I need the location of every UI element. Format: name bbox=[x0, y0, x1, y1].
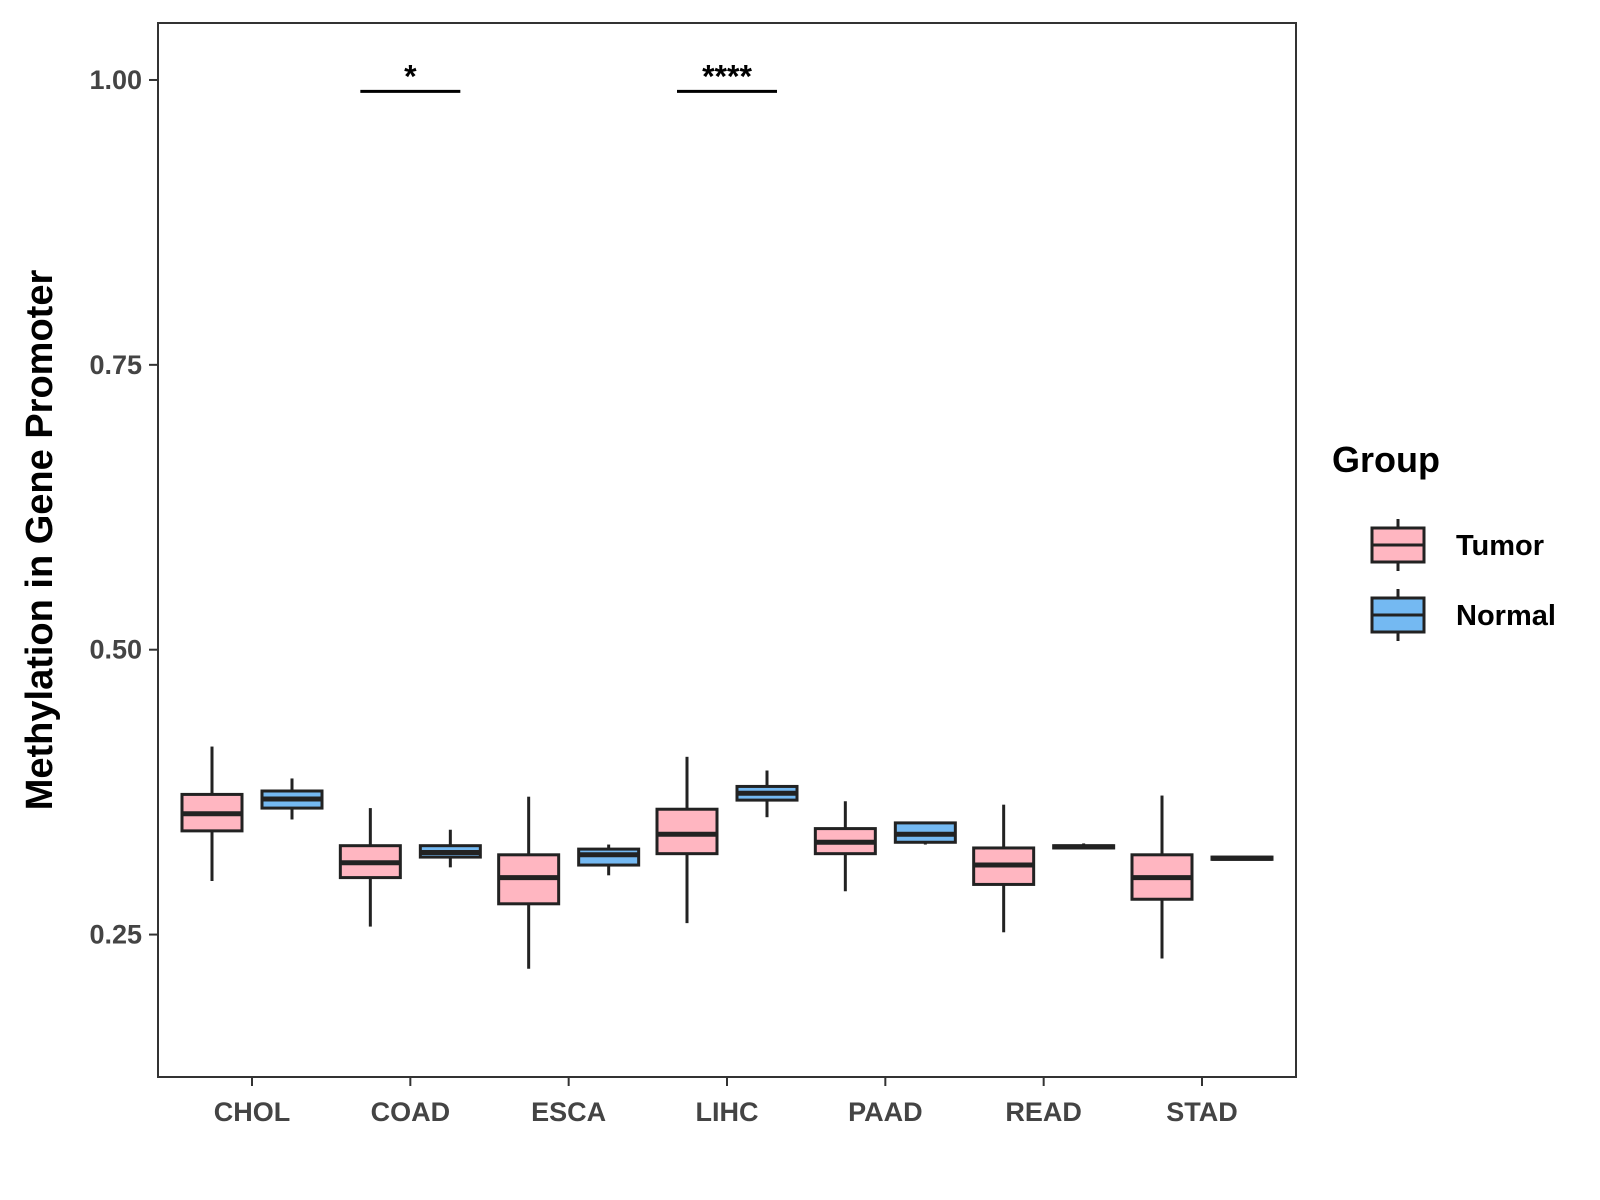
box-normal-chol bbox=[260, 778, 324, 820]
box-normal-paad bbox=[893, 821, 957, 845]
legend-item-tumor: Tumor bbox=[1370, 519, 1544, 571]
box-tumor-paad bbox=[813, 801, 877, 892]
box-tumor-coad bbox=[338, 808, 402, 927]
significance-label: * bbox=[404, 58, 417, 94]
panel-border bbox=[157, 22, 1297, 1078]
x-tick-label: PAAD bbox=[848, 1097, 923, 1127]
legend-title: Group bbox=[1332, 439, 1440, 480]
x-tick-label: CHOL bbox=[214, 1097, 291, 1127]
legend: Group Tumor Normal bbox=[1332, 439, 1556, 641]
legend-item-normal: Normal bbox=[1370, 589, 1556, 641]
y-tick-label: 0.75 bbox=[89, 350, 142, 380]
y-axis-title: Methylation in Gene Promoter bbox=[19, 270, 61, 811]
box-tumor-esca bbox=[497, 796, 561, 969]
x-tick-label: COAD bbox=[371, 1097, 451, 1127]
box-tumor-stad bbox=[1130, 795, 1194, 959]
plot-area: 0.25 0.50 0.75 1.00 CHOL COAD ESCA LIHC PAAD READ… bbox=[89, 22, 1297, 1127]
box-tumor-chol bbox=[180, 746, 244, 882]
box-normal-esca bbox=[577, 844, 641, 876]
box-normal-coad bbox=[418, 829, 482, 868]
y-tick-label: 1.00 bbox=[89, 65, 142, 95]
legend-label: Normal bbox=[1456, 600, 1556, 632]
box-tumor-lihc bbox=[655, 756, 719, 924]
x-tick-label: STAD bbox=[1166, 1097, 1238, 1127]
x-tick-label: LIHC bbox=[696, 1097, 759, 1127]
box-normal-stad bbox=[1210, 855, 1274, 861]
x-tick-label: ESCA bbox=[531, 1097, 606, 1127]
box-normal-read bbox=[1052, 843, 1116, 850]
legend-label: Tumor bbox=[1456, 530, 1544, 562]
box-tumor-read bbox=[972, 804, 1036, 933]
box-body bbox=[655, 807, 719, 856]
significance-label: **** bbox=[702, 58, 752, 94]
box-normal-lihc bbox=[735, 770, 799, 818]
y-tick-label: 0.50 bbox=[89, 635, 142, 665]
y-tick-label: 0.25 bbox=[89, 920, 142, 950]
x-tick-label: READ bbox=[1005, 1097, 1082, 1127]
